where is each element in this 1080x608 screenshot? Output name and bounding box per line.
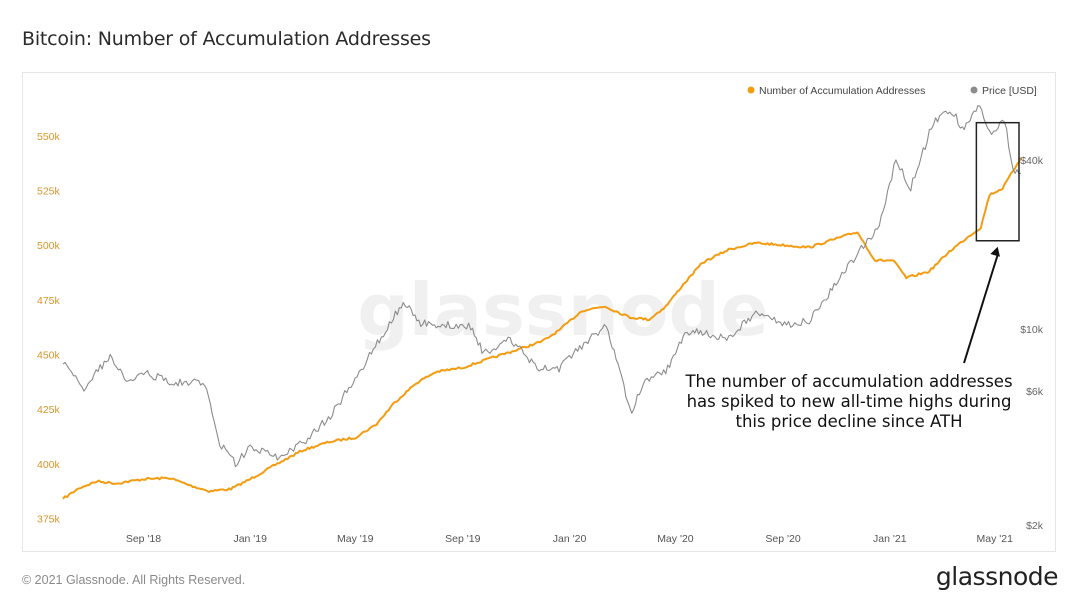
legend-label-price[interactable]: Price [USD] xyxy=(982,85,1037,97)
y-right-tick-label: $2k xyxy=(1026,520,1044,532)
y-left-tick-label: 500k xyxy=(37,240,61,252)
annotation-text-line: The number of accumulation addresses xyxy=(684,372,1012,391)
x-tick-label: Sep '19 xyxy=(445,533,480,545)
annotation-arrow xyxy=(963,254,999,364)
legend-label-accumulation[interactable]: Number of Accumulation Addresses xyxy=(759,85,925,97)
chart-svg: glassnode 375k 400k 425k 450k 475k 500k 525k 55… xyxy=(37,85,1044,545)
x-tick-label: Jan '20 xyxy=(553,533,587,545)
series-line-price xyxy=(62,105,1022,468)
legend-marker-accumulation xyxy=(747,86,755,94)
y-left-tick-label: 550k xyxy=(37,131,61,143)
y-right-tick-label: $10k xyxy=(1020,324,1044,336)
x-tick-label: Jan '19 xyxy=(233,533,267,545)
x-tick-label: May '20 xyxy=(657,533,694,545)
y-left-tick-label: 375k xyxy=(37,513,61,525)
series-line-accumulation-addresses xyxy=(62,157,1022,500)
watermark-text: glassnode xyxy=(357,268,769,352)
x-tick-label: Sep '20 xyxy=(765,533,800,545)
x-tick-label: May '19 xyxy=(337,533,374,545)
y-right-tick-label: $40k xyxy=(1020,155,1044,167)
x-tick-label: May '21 xyxy=(977,533,1014,545)
y-left-tick-label: 425k xyxy=(37,404,61,416)
annotation-text-line: has spiked to new all-time highs during xyxy=(687,392,1012,411)
copyright-text: © 2021 Glassnode. All Rights Reserved. xyxy=(22,573,246,587)
annotation-arrowhead xyxy=(990,246,1000,257)
y-left-tick-label: 450k xyxy=(37,349,61,361)
brand-logo: glassnode xyxy=(935,562,1059,591)
legend-marker-price xyxy=(970,86,978,94)
y-right-tick-label: $6k xyxy=(1026,386,1044,398)
highlight-box xyxy=(975,121,1020,242)
page-title: Bitcoin: Number of Accumulation Addresse… xyxy=(22,28,431,50)
y-left-tick-label: 525k xyxy=(37,185,61,197)
y-left-tick-label: 475k xyxy=(37,295,61,307)
y-left-tick-label: 400k xyxy=(37,459,61,471)
chart-frame: glassnode 375k 400k 425k 450k 475k 500k 525k 55… xyxy=(22,72,1056,552)
x-tick-label: Jan '21 xyxy=(873,533,907,545)
annotation-text-line: this price decline since ATH xyxy=(736,412,963,431)
x-tick-label: Sep '18 xyxy=(126,533,161,545)
